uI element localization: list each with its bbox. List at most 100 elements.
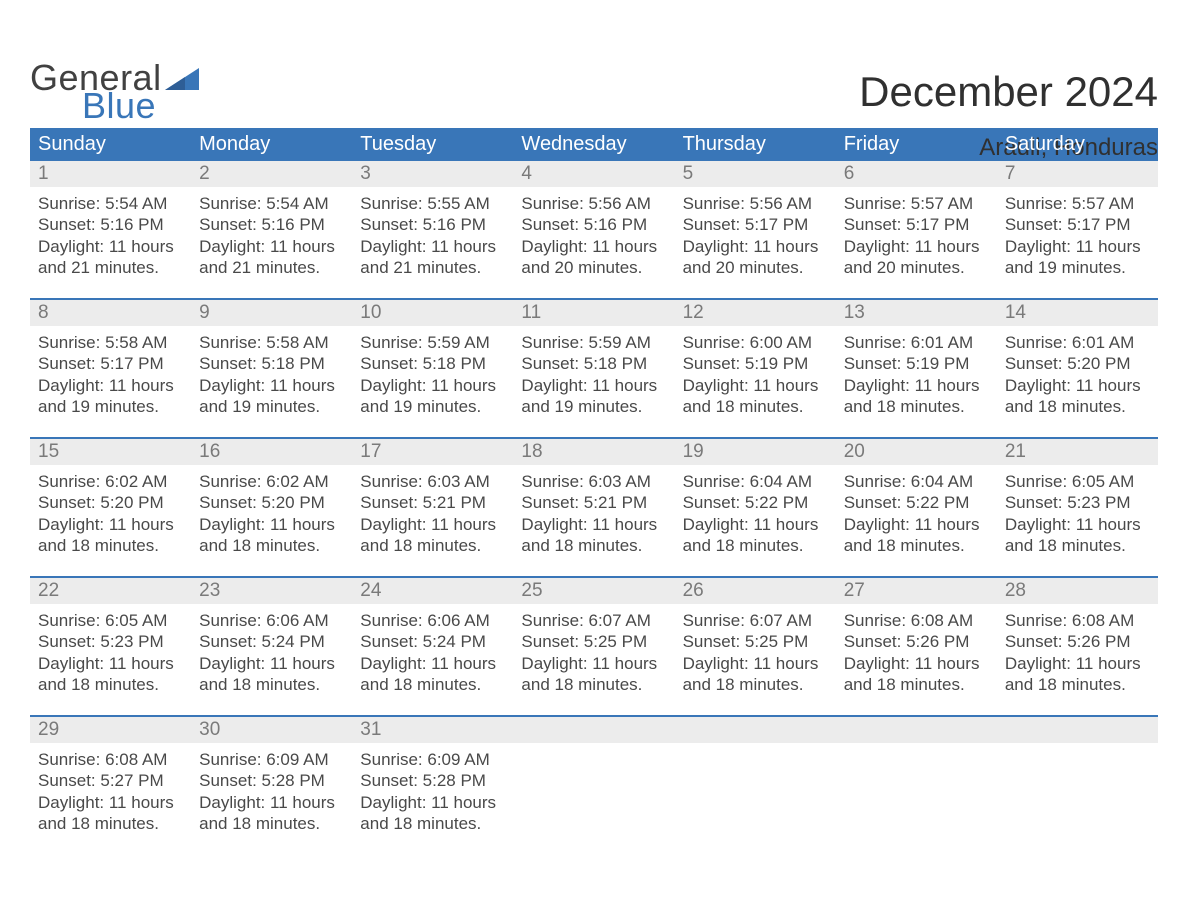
sunrise-line: Sunrise: 5:56 AM — [521, 193, 666, 214]
day-number: 5 — [675, 161, 836, 187]
daylight-line-2: and 20 minutes. — [683, 257, 828, 278]
sunrise-line: Sunrise: 5:57 AM — [1005, 193, 1150, 214]
day-number: 18 — [513, 439, 674, 465]
day-cell: Sunrise: 5:58 AMSunset: 5:17 PMDaylight:… — [30, 326, 191, 421]
daylight-line-1: Daylight: 11 hours — [1005, 236, 1150, 257]
sunset-line: Sunset: 5:17 PM — [683, 214, 828, 235]
daylight-line-2: and 21 minutes. — [38, 257, 183, 278]
sunset-line: Sunset: 5:21 PM — [360, 492, 505, 513]
day-cell: Sunrise: 5:55 AMSunset: 5:16 PMDaylight:… — [352, 187, 513, 282]
daylight-line-2: and 18 minutes. — [1005, 535, 1150, 556]
sunset-line: Sunset: 5:18 PM — [360, 353, 505, 374]
day-number-row: 22232425262728 — [30, 578, 1158, 604]
month-title: December 2024 — [859, 68, 1158, 116]
week-block: 293031Sunrise: 6:08 AMSunset: 5:27 PMDay… — [30, 715, 1158, 838]
daylight-line-1: Daylight: 11 hours — [199, 792, 344, 813]
day-number-row: 293031 — [30, 717, 1158, 743]
sunset-line: Sunset: 5:25 PM — [521, 631, 666, 652]
sunrise-line: Sunrise: 6:07 AM — [683, 610, 828, 631]
sunset-line: Sunset: 5:17 PM — [1005, 214, 1150, 235]
day-number: 3 — [352, 161, 513, 187]
daylight-line-1: Daylight: 11 hours — [199, 236, 344, 257]
sunset-line: Sunset: 5:28 PM — [199, 770, 344, 791]
day-number: 25 — [513, 578, 674, 604]
day-cell: Sunrise: 6:02 AMSunset: 5:20 PMDaylight:… — [191, 465, 352, 560]
day-cell: Sunrise: 5:54 AMSunset: 5:16 PMDaylight:… — [191, 187, 352, 282]
day-number — [997, 717, 1158, 743]
sunrise-line: Sunrise: 6:04 AM — [844, 471, 989, 492]
daylight-line-2: and 18 minutes. — [521, 535, 666, 556]
week-block: 22232425262728 Sunrise: 6:05 AM Sunset: 5:… — [30, 576, 1158, 699]
daylight-line-2: and 18 minutes. — [38, 674, 183, 695]
daylight-line-2: and 18 minutes. — [199, 674, 344, 695]
sunset-line: Sunset: 5:17 PM — [844, 214, 989, 235]
day-cell: Sunrise: 6:01 AMSunset: 5:20 PMDaylight:… — [997, 326, 1158, 421]
sunrise-line: Sunrise: 5:59 AM — [360, 332, 505, 353]
daylight-line-2: and 18 minutes. — [360, 535, 505, 556]
daylight-line-2: and 21 minutes. — [199, 257, 344, 278]
day-number: 1 — [30, 161, 191, 187]
day-cell — [836, 743, 997, 838]
day-cell: Sunrise: 6:01 AMSunset: 5:19 PMDaylight:… — [836, 326, 997, 421]
day-number: 16 — [191, 439, 352, 465]
day-cell: Sunrise: 6:09 AMSunset: 5:28 PMDaylight:… — [352, 743, 513, 838]
daylight-line-2: and 21 minutes. — [360, 257, 505, 278]
daylight-line-2: and 18 minutes. — [360, 813, 505, 834]
sunset-line: Sunset: 5:21 PM — [521, 492, 666, 513]
daylight-line-1: Daylight: 11 hours — [360, 514, 505, 535]
sunrise-line: Sunrise: 5:58 AM — [38, 332, 183, 353]
daylight-line-2: and 19 minutes. — [360, 396, 505, 417]
weekday-header-row: SundayMondayTuesdayWednesdayThursdayFrid… — [30, 128, 1158, 161]
day-number-row: 891011121314 — [30, 300, 1158, 326]
weekday-header: Saturday — [997, 128, 1158, 161]
day-cell: Sunrise: 5:57 AMSunset: 5:17 PMDaylight:… — [836, 187, 997, 282]
daylight-line-2: and 20 minutes. — [844, 257, 989, 278]
day-number: 21 — [997, 439, 1158, 465]
daylight-line-2: and 18 minutes. — [683, 535, 828, 556]
week-block: 15161718192021Sunrise: 6:02 AMSunset: 5:… — [30, 437, 1158, 560]
daylight-line-1: Daylight: 11 hours — [683, 375, 828, 396]
sunrise-line: Sunrise: 5:55 AM — [360, 193, 505, 214]
sunrise-line: Sunrise: 6:08 AM — [844, 610, 989, 631]
daylight-line-1: Daylight: 11 hours — [38, 514, 183, 535]
sunrise-line: Sunrise: 6:02 AM — [38, 471, 183, 492]
day-cell: Sunrise: 6:06 AMSunset: 5:24 PMDaylight:… — [191, 604, 352, 699]
sunrise-line: Sunrise: 6:03 AM — [360, 471, 505, 492]
day-number: 14 — [997, 300, 1158, 326]
day-number: 7 — [997, 161, 1158, 187]
day-number: 24 — [352, 578, 513, 604]
daylight-line-1: Daylight: 11 hours — [360, 236, 505, 257]
daylight-line-1: Daylight: 11 hours — [521, 375, 666, 396]
logo-word-2: Blue — [82, 88, 199, 124]
daylight-line-1: Daylight: 11 hours — [521, 653, 666, 674]
day-cell: Sunrise: 6:07 AMSunset: 5:25 PMDaylight:… — [513, 604, 674, 699]
day-number: 26 — [675, 578, 836, 604]
daylight-line-2: and 18 minutes. — [844, 674, 989, 695]
day-number: 8 — [30, 300, 191, 326]
daylight-line-1: Daylight: 11 hours — [844, 236, 989, 257]
sunset-line: Sunset: 5:24 PM — [199, 631, 344, 652]
daylight-line-1: Daylight: 11 hours — [199, 514, 344, 535]
logo-flag-icon — [165, 68, 199, 90]
weekday-header: Thursday — [675, 128, 836, 161]
daylight-line-1: Daylight: 11 hours — [683, 236, 828, 257]
day-cell: Sunrise: 5:56 AMSunset: 5:17 PMDaylight:… — [675, 187, 836, 282]
sunset-line: Sunset: 5:24 PM — [360, 631, 505, 652]
sunrise-line: Sunrise: 6:05 AM — [38, 610, 183, 631]
day-number: 2 — [191, 161, 352, 187]
day-number: 12 — [675, 300, 836, 326]
week-block: 891011121314Sunrise: 5:58 AMSunset: 5:17… — [30, 298, 1158, 421]
day-number: 20 — [836, 439, 997, 465]
sunset-line: Sunset: 5:16 PM — [38, 214, 183, 235]
daylight-line-1: Daylight: 11 hours — [844, 653, 989, 674]
daylight-line-1: Daylight: 11 hours — [521, 514, 666, 535]
daylight-line-1: Daylight: 11 hours — [360, 375, 505, 396]
day-cell: Sunrise: 5:57 AMSunset: 5:17 PMDaylight:… — [997, 187, 1158, 282]
daylight-line-2: and 18 minutes. — [844, 396, 989, 417]
day-number: 28 — [997, 578, 1158, 604]
brand-logo: General Blue — [30, 20, 199, 124]
daylight-line-1: Daylight: 11 hours — [1005, 653, 1150, 674]
daylight-line-1: Daylight: 11 hours — [844, 375, 989, 396]
weeks-container: 1234567Sunrise: 5:54 AMSunset: 5:16 PMDa… — [30, 161, 1158, 838]
sunset-line: Sunset: 5:17 PM — [38, 353, 183, 374]
